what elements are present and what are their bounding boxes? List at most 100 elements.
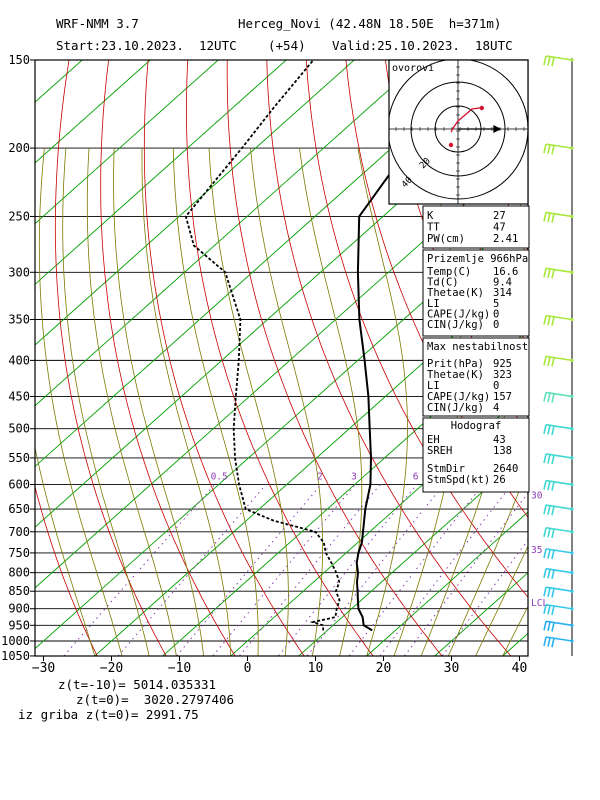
pressure-tick-label: 750: [8, 546, 30, 560]
right-label: 30: [531, 491, 543, 502]
wind-barb: [543, 267, 574, 279]
isotherm: [35, 60, 219, 225]
isotherm: [35, 60, 287, 285]
wind-barb-feather: [547, 268, 551, 279]
wind-barb-staff: [545, 423, 573, 430]
wind-barb-feather: [543, 392, 547, 402]
unstable-label: Thetae(K): [427, 369, 484, 381]
moist-adiabat: [502, 605, 528, 656]
pressure-tick-label: 400: [8, 353, 30, 367]
wind-barb: [543, 143, 574, 155]
wind-barb-feather: [551, 425, 555, 436]
wind-barb-staff: [545, 586, 573, 593]
wind-barb-feather: [551, 588, 555, 598]
wind-barb-feather: [547, 144, 551, 154]
index-label: TT: [427, 222, 440, 234]
unstable-value: 323: [493, 369, 512, 381]
start-time: Start:23.10.2023. 12UTC: [56, 38, 237, 53]
pressure-tick-label: 250: [8, 209, 30, 223]
wind-barb-staff: [545, 143, 573, 149]
pressure-tick-label: 550: [8, 451, 30, 465]
wind-barb-feather: [543, 604, 547, 614]
pressure-tick-label: 950: [8, 618, 30, 632]
surface-value: 16.6: [493, 266, 518, 278]
wind-barb-staff: [545, 453, 573, 459]
wind-barb-feather: [547, 425, 551, 435]
surface-box: [422, 249, 530, 337]
mixing-ratio-label: 2: [317, 472, 323, 483]
hodograph-stats-value: 2640: [493, 463, 518, 475]
pressure-tick-label: 300: [8, 265, 30, 279]
indices-box: [422, 205, 530, 249]
wind-barb-feather: [543, 424, 547, 434]
unstable-box: [422, 337, 530, 417]
index-value: 2.41: [493, 233, 518, 245]
isotherm: [0, 39, 38, 656]
mixing-ratio-line: [212, 484, 356, 656]
wind-barb-feather: [551, 269, 555, 279]
mixing-ratio-line: [278, 484, 418, 656]
wind-barb-staff: [545, 479, 573, 486]
wind-barb-feather: [543, 527, 547, 537]
surface-value: 314: [493, 287, 512, 299]
unstable-value: 925: [493, 358, 512, 370]
wind-barb-feather: [551, 57, 555, 67]
dry-adiabat: [266, 60, 512, 656]
pressure-tick-label: 800: [8, 566, 30, 580]
unstable-label: Prit(hPa): [427, 358, 484, 370]
surface-value: 0: [493, 319, 499, 331]
mixing-ratio-line: [441, 539, 528, 656]
wind-barb-feather: [543, 356, 547, 366]
pressure-tick-label: 200: [8, 141, 30, 155]
sounding-profiles: [184, 60, 471, 632]
wind-barb-feather: [547, 454, 551, 464]
moist-adiabat: [448, 467, 528, 656]
wind-barb-feather: [543, 268, 547, 278]
wind-barb-feather: [543, 636, 547, 647]
wind-barb: [543, 314, 574, 326]
isotherm: [162, 329, 528, 656]
wind-barb-feather: [547, 212, 551, 223]
dry-adiabat: [577, 39, 600, 656]
mixing-ratio-line: [404, 492, 528, 656]
wind-barb: [543, 567, 574, 580]
isotherm: [35, 207, 528, 650]
valid-time: Valid:25.10.2023. 18UTC: [332, 38, 513, 53]
hodograph-stats-value: 26: [493, 474, 506, 486]
hodograph-stats-title: Hodograf: [451, 420, 502, 432]
wind-barb-feather: [547, 480, 551, 491]
wind-barb-feather: [551, 638, 555, 648]
wind-barb-feather: [543, 315, 547, 325]
temperature-tick-label: −20: [100, 661, 123, 676]
wind-barb-staff: [545, 267, 573, 274]
moist-adiabat: [62, 148, 150, 656]
moist-adiabat: [38, 148, 123, 656]
station-info: Herceg_Novi (42.48N 18.50E h=371m): [238, 16, 502, 31]
isotherm: [35, 60, 423, 407]
mixing-ratio-label: 0.5: [211, 472, 228, 483]
pressure-tick-label: 650: [8, 502, 30, 516]
wind-barb-feather: [543, 480, 547, 490]
wind-barb-feather: [547, 605, 551, 615]
mixing-ratio-line: [379, 484, 513, 656]
wind-barb: [543, 504, 574, 516]
pressure-tick-label: 1050: [1, 649, 30, 663]
pressure-tick-label: 1000: [1, 634, 30, 648]
surface-label: LI: [427, 298, 440, 310]
unstable-label: LI: [427, 380, 440, 392]
wind-barb-feather: [543, 212, 547, 222]
surface-label: Temp(C): [427, 266, 471, 278]
hodograph-stats-box: [422, 417, 530, 493]
isotherm: [366, 511, 528, 656]
dry-adiabat: [143, 60, 305, 656]
wind-barb: [543, 526, 574, 539]
moist-adiabat: [299, 148, 363, 656]
isotherm: [230, 389, 528, 656]
wind-barb-feather: [551, 393, 555, 403]
wind-barb-feather: [551, 605, 555, 616]
hodograph-stats-label: StmDir: [427, 463, 465, 475]
wind-barb-feather: [551, 528, 555, 539]
wind-barb-feather: [543, 548, 547, 559]
wind-barb-feather: [543, 504, 547, 515]
wind-barb-staff: [545, 603, 573, 610]
